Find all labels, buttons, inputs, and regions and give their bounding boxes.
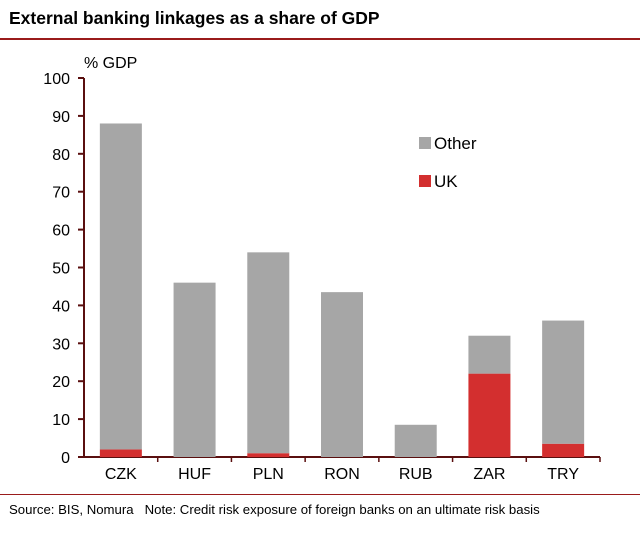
bar-other-zar (468, 335, 511, 374)
x-tick-label: TRY (547, 466, 579, 483)
legend-label-uk: UK (434, 172, 458, 191)
bar-uk-czk (99, 449, 142, 457)
axes: 0 10 20 30 40 50 60 70 80 90 100 (43, 71, 600, 467)
y-tick-label: 0 (61, 450, 70, 467)
y-tick-label: 80 (52, 147, 70, 164)
y-tick-label: 70 (52, 185, 70, 202)
y-axis-label: % GDP (84, 55, 137, 72)
footer-divider (0, 494, 640, 495)
source-text: Source: BIS, Nomura (9, 502, 134, 517)
y-tick-label: 50 (52, 261, 70, 278)
bar-other-pln (247, 252, 290, 454)
bar-other-huf (173, 282, 216, 457)
legend: Other UK (419, 134, 477, 191)
bar-other-ron (321, 292, 363, 457)
x-tick-label: PLN (253, 466, 284, 483)
bar-uk-zar (468, 373, 511, 457)
x-tick-label: RUB (399, 466, 433, 483)
y-tick-label: 60 (52, 223, 70, 240)
y-tick-label: 20 (52, 374, 70, 391)
bar-chart: 0 10 20 30 40 50 60 70 80 90 100 CZK HUF PLN RON RUB ZA… (43, 55, 601, 483)
legend-swatch-uk (419, 175, 431, 187)
x-tick-label: ZAR (473, 466, 505, 483)
title-divider (0, 38, 640, 40)
source-note: Source: BIS, Nomura Note: Credit risk ex… (9, 501, 629, 518)
y-tick-label: 10 (52, 412, 70, 429)
note-text: Note: Credit risk exposure of foreign ba… (144, 502, 540, 517)
bars (99, 123, 585, 457)
bar-other-rub (394, 424, 437, 457)
bar-other-czk (99, 123, 142, 450)
y-tick-label: 100 (43, 71, 70, 88)
x-tick-label: HUF (178, 466, 211, 483)
legend-label-other: Other (434, 134, 477, 153)
y-tick-label: 40 (52, 298, 70, 315)
page-title: External banking linkages as a share of … (9, 8, 380, 28)
x-tick-label: RON (324, 466, 360, 483)
bar-other-try (542, 320, 585, 444)
bar-uk-try (542, 443, 585, 457)
y-tick-label: 30 (52, 336, 70, 353)
x-tick-label: CZK (105, 466, 137, 483)
bar-uk-pln (247, 453, 290, 457)
y-tick-label: 90 (52, 109, 70, 126)
x-tick-labels: CZK HUF PLN RON RUB ZAR TRY (105, 457, 601, 483)
legend-swatch-other (419, 137, 431, 149)
